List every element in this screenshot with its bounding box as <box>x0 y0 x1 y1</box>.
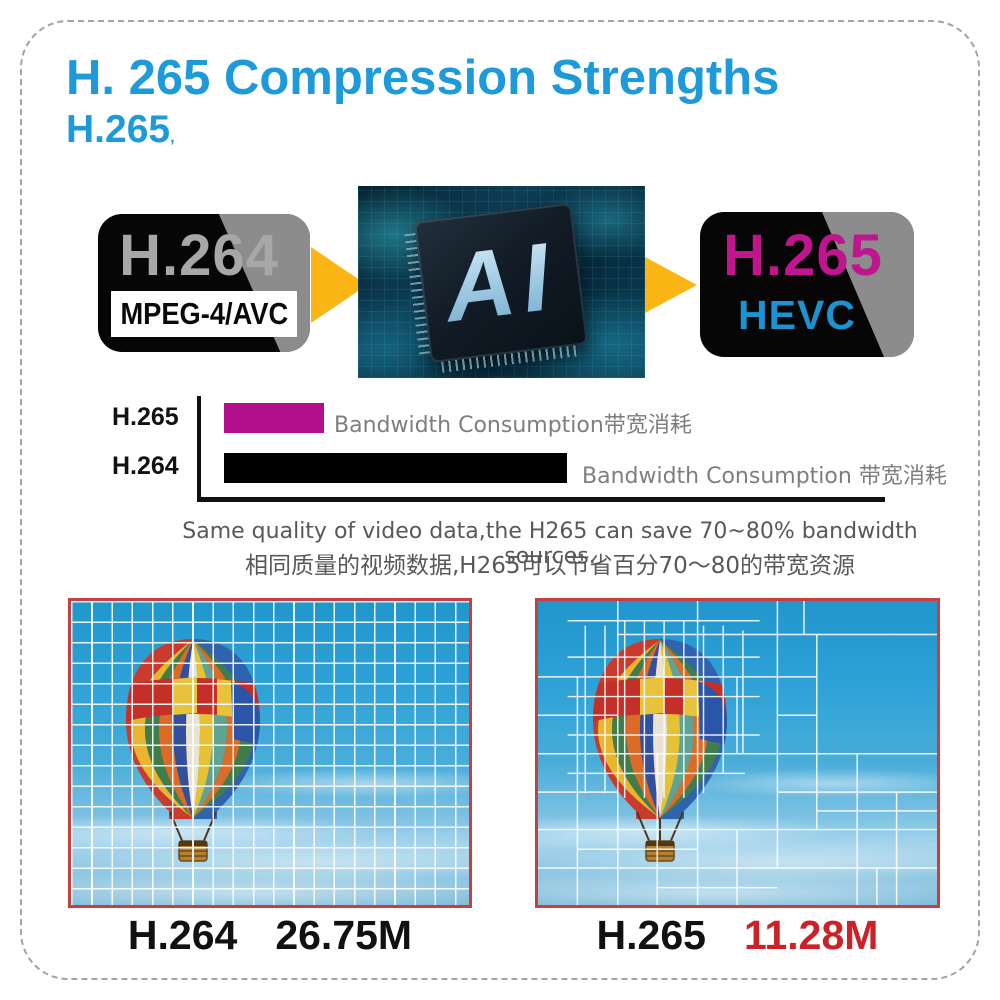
file-size: 26.75M <box>275 912 413 958</box>
chart-row-label: H.265 <box>112 403 179 431</box>
h265-bandwidth-bar <box>224 403 324 433</box>
dashed-border <box>20 20 980 980</box>
subtitle-mark: , <box>170 129 175 146</box>
ai-chip-image: AI <box>358 186 645 378</box>
h264-size-label: H.264 26.75M <box>68 912 472 959</box>
h264-macroblock-grid <box>71 601 469 905</box>
h265-badge: H.265 HEVC <box>700 212 914 357</box>
chart-x-axis <box>197 497 885 502</box>
image-vignette <box>358 186 645 378</box>
file-size: 11.28M <box>743 912 879 958</box>
subtitle-text: H.265 <box>66 108 171 151</box>
h264-bandwidth-bar <box>224 453 567 483</box>
h264-badge-title: H.264 <box>119 223 279 288</box>
h265-sample-image <box>535 598 940 908</box>
codec-name: H.264 <box>127 912 238 958</box>
right-arrow-icon <box>645 257 697 313</box>
codec-name: H.265 <box>596 912 706 958</box>
mpeg4-avc-label-box: MPEG-4/AVC <box>111 291 297 337</box>
hevc-label: HEVC <box>738 292 856 338</box>
page-subtitle: H.265, <box>66 108 175 152</box>
h265-size-label: H.265 11.28M <box>535 912 940 959</box>
h265-badge-title: H.265 <box>723 223 883 288</box>
h265-variable-block-grid <box>538 601 937 905</box>
mpeg4-avc-label: MPEG-4/AVC <box>120 296 288 331</box>
chart-row-label: H.264 <box>112 452 179 480</box>
caption-chinese: 相同质量的视频数据,H265可以节省百分70～80的带宽资源 <box>244 553 856 579</box>
right-arrow-icon <box>311 247 367 323</box>
bar-annotation: Bandwidth Consumption带宽消耗 <box>334 413 692 438</box>
h264-badge: H.264 MPEG-4/AVC <box>98 214 310 352</box>
page-title: H. 265 Compression Strengths <box>66 51 780 105</box>
bar-annotation: Bandwidth Consumption 带宽消耗 <box>582 464 947 489</box>
h264-sample-image <box>68 598 472 908</box>
chart-y-axis <box>197 396 201 501</box>
caption-english: Same quality of video data,the H265 can … <box>182 519 918 569</box>
